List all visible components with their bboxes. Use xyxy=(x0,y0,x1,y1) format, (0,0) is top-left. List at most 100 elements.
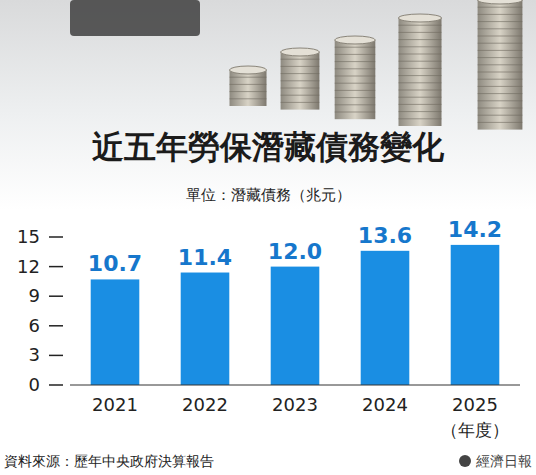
x-tick-label: 2023 xyxy=(272,394,318,415)
coin-edge xyxy=(478,21,523,22)
coin-top xyxy=(281,48,320,56)
bar xyxy=(451,245,500,385)
coin-edge xyxy=(478,79,523,80)
coin-edge xyxy=(399,97,442,98)
bar xyxy=(181,273,230,385)
coin-edge xyxy=(281,73,320,74)
y-tick-label: 6 xyxy=(29,315,40,336)
coin-edge xyxy=(399,61,442,62)
coin-edge xyxy=(281,66,320,67)
bar xyxy=(91,279,140,385)
coin-edge xyxy=(281,80,320,81)
y-tick xyxy=(49,325,63,327)
coin-edge xyxy=(399,25,442,26)
source: 資料來源：歷年中央政府決算報告 xyxy=(4,453,214,469)
coin-stack xyxy=(478,0,523,130)
coin-stack xyxy=(335,36,376,119)
coin-edge xyxy=(335,68,376,69)
y-tick xyxy=(49,236,63,238)
coin-edge xyxy=(399,54,442,55)
coin-edge xyxy=(281,102,320,103)
coin-edge xyxy=(335,76,376,77)
coin-edge xyxy=(335,90,376,91)
y-tick-label: 15 xyxy=(17,226,40,247)
bar xyxy=(361,251,410,385)
data-label: 10.7 xyxy=(88,251,142,276)
data-label: 14.2 xyxy=(448,217,502,242)
x-tick-label: 2025 xyxy=(452,394,498,415)
y-tick xyxy=(49,295,63,297)
coin-edge xyxy=(230,91,267,92)
coin-edge xyxy=(230,77,267,78)
subtitle: 單位：潛藏債務（兆元） xyxy=(186,186,351,204)
coin-edge xyxy=(478,108,523,109)
coin-edge xyxy=(281,59,320,60)
data-label: 13.6 xyxy=(358,223,412,248)
coin-side xyxy=(478,0,523,130)
coin-edge xyxy=(281,95,320,96)
coin-top xyxy=(399,14,442,22)
bar xyxy=(271,267,320,385)
coin-edge xyxy=(230,84,267,85)
publisher-logo xyxy=(459,455,471,467)
publisher: 經濟日報 xyxy=(475,453,532,469)
coin-side xyxy=(399,18,442,126)
chart: 近五年勞保潛藏債務變化單位：潛藏債務（兆元） 0 3 6 9 12 15 10.7 11.4 12… xyxy=(0,0,536,475)
coin-side xyxy=(281,52,320,110)
coin-side xyxy=(230,70,267,106)
x-axis-label: （年度） xyxy=(441,420,509,440)
background xyxy=(0,0,536,210)
coin-edge xyxy=(478,122,523,123)
y-tick xyxy=(49,355,63,357)
bars xyxy=(91,245,500,385)
x-tick-label: 2024 xyxy=(362,394,408,415)
coin-edge xyxy=(335,112,376,113)
y-tick-label: 3 xyxy=(29,344,40,365)
coin-edge xyxy=(399,75,442,76)
coin-edge xyxy=(281,88,320,89)
coin-edge xyxy=(478,72,523,73)
coin-edge xyxy=(478,14,523,15)
coin-edge xyxy=(335,104,376,105)
coin-edge xyxy=(478,36,523,37)
coin-stack xyxy=(399,14,442,126)
coin-edge xyxy=(399,118,442,119)
title: 近五年勞保潛藏債務變化 xyxy=(92,128,445,166)
coin-edge xyxy=(478,50,523,51)
coin-edge xyxy=(478,115,523,116)
coin-edge xyxy=(399,32,442,33)
coin-edge xyxy=(478,7,523,8)
coin-top xyxy=(230,66,267,74)
coin-edge xyxy=(335,83,376,84)
data-label: 12.0 xyxy=(268,239,322,264)
coin-edge xyxy=(478,28,523,29)
coin-edge xyxy=(399,39,442,40)
x-tick-label: 2021 xyxy=(92,394,138,415)
y-tick-label: 9 xyxy=(29,285,40,306)
coin-edge xyxy=(399,90,442,91)
coin-edge xyxy=(399,68,442,69)
coin-top xyxy=(478,0,523,4)
coin-edge xyxy=(478,64,523,65)
coin-edge xyxy=(478,57,523,58)
x-axis xyxy=(70,385,520,386)
coin-top xyxy=(335,36,376,44)
coin-edge xyxy=(230,98,267,99)
y-tick-label: 12 xyxy=(17,256,40,277)
coin-edge xyxy=(399,82,442,83)
chart-root: 近五年勞保潛藏債務變化單位：潛藏債務（兆元） 0 3 6 9 12 15 10.7 11.4 12… xyxy=(0,0,536,475)
coin-edge xyxy=(478,100,523,101)
y-tick xyxy=(49,266,63,268)
background xyxy=(0,210,536,475)
coin-edge xyxy=(478,43,523,44)
coin-side xyxy=(335,40,376,119)
coin-edge xyxy=(335,54,376,55)
data-label: 11.4 xyxy=(178,245,232,270)
y-tick-label: 0 xyxy=(29,374,40,395)
y-tick xyxy=(49,384,63,386)
coin-edge xyxy=(335,47,376,48)
coin-edge xyxy=(335,97,376,98)
coin-edge xyxy=(399,46,442,47)
coin-stack xyxy=(281,48,320,110)
coin-edge xyxy=(478,86,523,87)
